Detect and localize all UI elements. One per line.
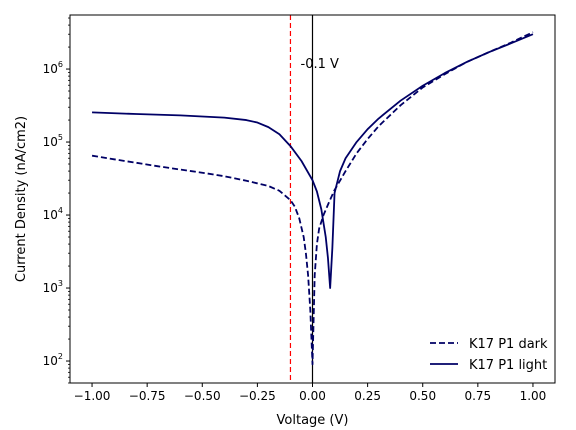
y-axis-label: Current Density (nA/cm2) — [14, 116, 29, 282]
y-tick-label: 103 — [43, 279, 63, 295]
y-tick-label: 106 — [43, 60, 63, 76]
series-line-1 — [92, 33, 534, 289]
y-tick-label: 104 — [43, 206, 63, 222]
x-tick-label: 0.75 — [464, 389, 491, 403]
legend-label: K17 P1 dark — [469, 337, 548, 352]
x-tick-label: 0.50 — [409, 389, 436, 403]
legend: K17 P1 dark K17 P1 light — [430, 337, 548, 373]
x-tick-label: −0.50 — [184, 389, 221, 403]
y-tick-label: 105 — [43, 133, 63, 149]
y-tick-label: 102 — [43, 352, 63, 368]
x-tick-label: 1.00 — [520, 389, 547, 403]
series-line-0 — [91, 31, 534, 366]
legend-label: K17 P1 light — [469, 358, 547, 373]
x-axis: −1.00 −0.75 −0.50 −0.25 0.00 0.25 0.50 0.75 1.00 — [74, 383, 547, 403]
x-tick-label: −1.00 — [74, 389, 111, 403]
x-tick-label: 0.25 — [354, 389, 381, 403]
annotation-label: -0.1 V — [301, 57, 339, 72]
x-tick-label: −0.75 — [129, 389, 166, 403]
y-axis: 102 103 104 105 106 — [43, 17, 70, 384]
x-axis-label: Voltage (V) — [277, 413, 349, 428]
series-lines — [91, 31, 534, 366]
x-tick-label: 0.00 — [299, 389, 326, 403]
reference-lines — [289, 15, 314, 383]
x-tick-label: −0.25 — [239, 389, 276, 403]
